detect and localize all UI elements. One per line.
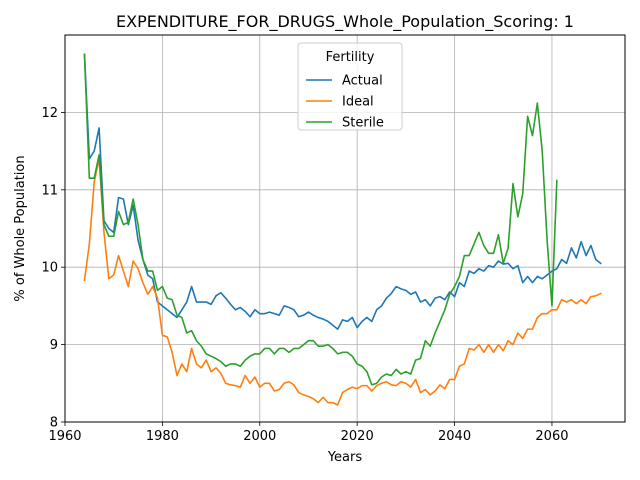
x-tick-label: 2020 — [341, 429, 374, 444]
y-tick-label: 10 — [41, 261, 58, 276]
series-line-sterile — [83, 53, 558, 386]
x-axis-label: Years — [327, 450, 363, 465]
y-tick-label: 11 — [41, 183, 58, 198]
legend-entries: Actual Ideal Sterile — [306, 74, 384, 131]
x-tick-label: 1980 — [146, 429, 179, 444]
legend-label-ideal: Ideal — [342, 95, 374, 110]
y-tick-label: 9 — [50, 338, 58, 353]
x-tick-label: 1960 — [48, 429, 81, 444]
y-tick-label: 8 — [50, 416, 58, 431]
legend-box — [297, 42, 403, 131]
chart-title: EXPENDITURE_FOR_DRUGS_Whole_Population_S… — [116, 12, 574, 32]
series-lines — [83, 53, 602, 406]
axes: 1960 1980 2000 2020 2040 2060 8 9 10 11 12 — [41, 106, 568, 444]
series-line-ideal — [83, 158, 602, 406]
y-tick-label: 12 — [41, 106, 58, 121]
x-tick-label: 2040 — [438, 429, 471, 444]
y-axis-label: % of Whole Population — [13, 155, 28, 301]
plot-frame — [64, 34, 626, 423]
legend-title: Fertility — [326, 50, 375, 65]
legend-label-actual: Actual — [342, 74, 383, 89]
legend-label-sterile: Sterile — [342, 116, 384, 131]
x-tick-label: 2060 — [535, 429, 568, 444]
series-line-actual — [83, 53, 602, 330]
legend: Fertility Actual Ideal Sterile — [297, 42, 403, 131]
x-tick-label: 2000 — [243, 429, 276, 444]
